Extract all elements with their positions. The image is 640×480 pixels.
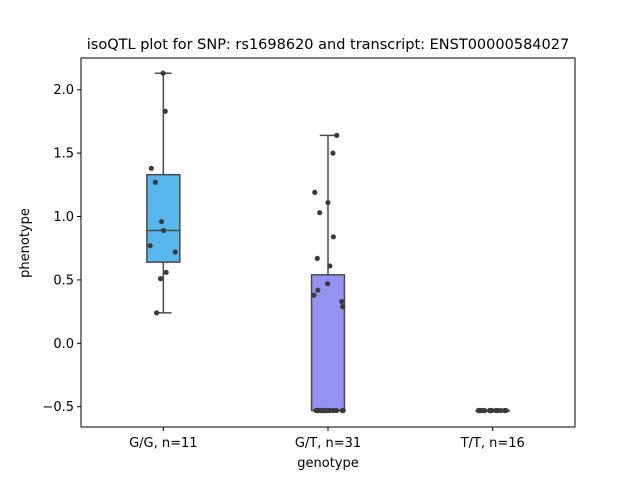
data-point <box>340 407 346 414</box>
x-axis-label: genotype <box>297 456 358 471</box>
y-tick-label: 2.0 <box>53 83 74 98</box>
y-tick-label: 1.0 <box>53 210 74 225</box>
x-tick-label: G/G, n=11 <box>129 436 197 451</box>
data-point <box>340 303 346 310</box>
data-point <box>160 227 167 234</box>
data-point <box>152 179 158 185</box>
y-tick-label: 0.0 <box>53 337 74 352</box>
data-point <box>320 407 326 414</box>
data-point <box>339 298 345 305</box>
y-axis-label: phenotype <box>18 208 33 278</box>
data-point <box>325 281 331 287</box>
data-point <box>487 407 493 414</box>
data-point <box>148 165 154 171</box>
iqr-box <box>146 173 181 263</box>
data-point <box>162 108 168 114</box>
box-group <box>146 72 181 314</box>
data-point <box>172 249 178 255</box>
data-point <box>317 210 323 216</box>
chart-title: isoQTL plot for SNP: rs1698620 and trans… <box>87 37 569 53</box>
data-point <box>333 407 340 414</box>
y-tick-label: 1.5 <box>53 147 74 162</box>
data-point <box>334 132 340 138</box>
data-point <box>147 243 153 249</box>
data-point <box>312 189 318 196</box>
data-point <box>311 292 317 298</box>
data-point <box>157 276 164 282</box>
data-point <box>163 269 169 275</box>
data-point <box>153 310 160 316</box>
data-point <box>158 218 165 225</box>
data-point <box>160 70 166 76</box>
data-point <box>330 234 336 240</box>
data-point <box>475 407 482 414</box>
x-tick-label: T/T, n=16 <box>460 436 525 451</box>
iqr-box <box>310 274 346 412</box>
y-tick-label: 0.5 <box>53 273 74 288</box>
data-point <box>481 407 487 414</box>
data-point <box>330 150 336 156</box>
data-point <box>325 199 331 206</box>
y-tick-label: −0.5 <box>42 400 74 415</box>
data-point <box>314 407 320 414</box>
data-point <box>315 287 321 293</box>
data-point <box>314 255 320 261</box>
data-point <box>494 407 501 414</box>
data-point <box>502 407 508 414</box>
data-point <box>327 263 333 269</box>
x-tick-label: G/T, n=31 <box>295 436 361 451</box>
data-point <box>326 407 333 414</box>
